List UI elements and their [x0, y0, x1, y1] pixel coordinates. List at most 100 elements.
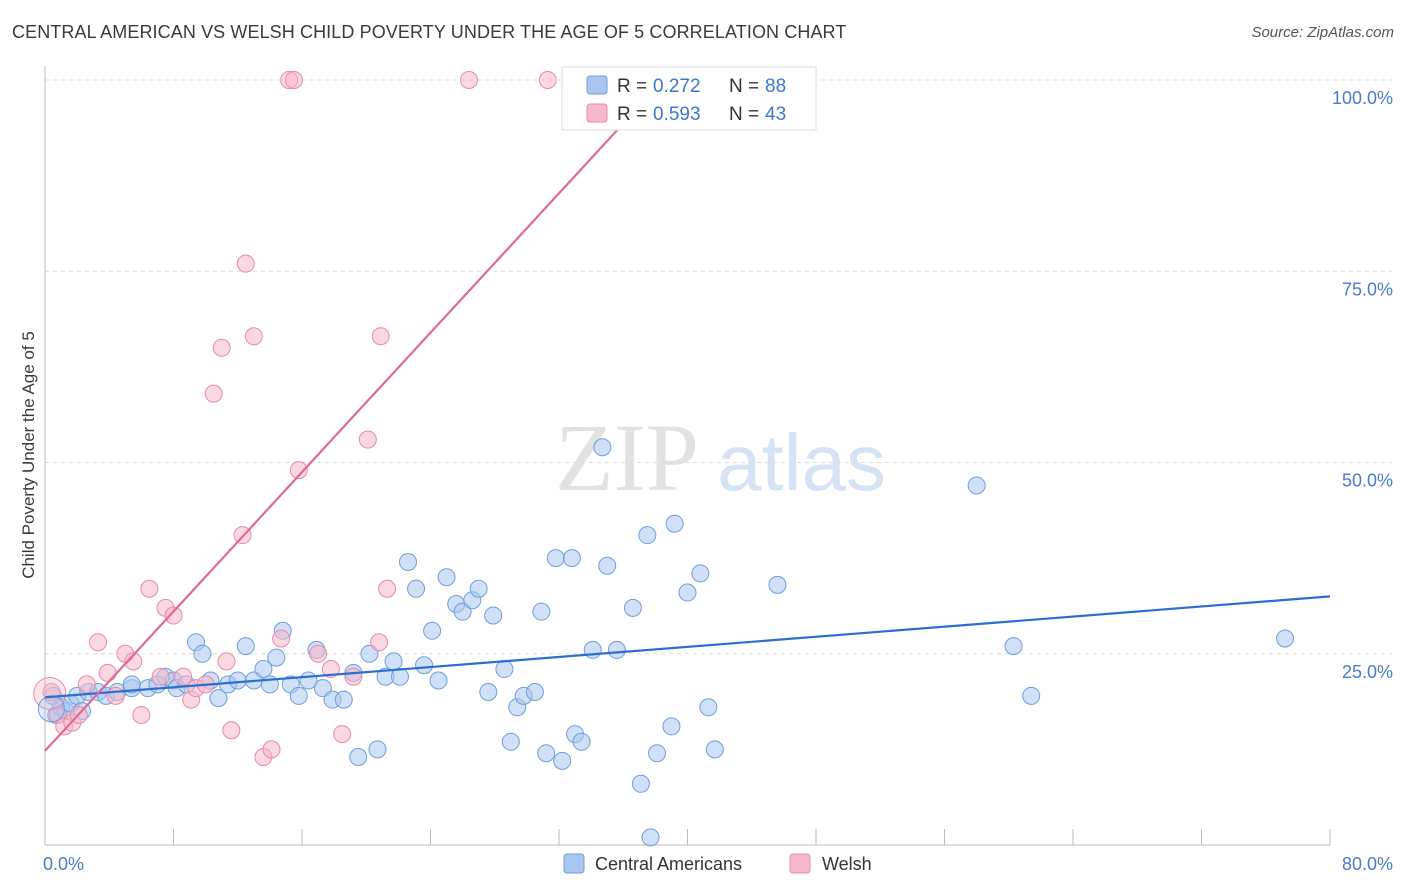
point-welsh [124, 652, 143, 671]
point-central-americans [469, 579, 488, 598]
watermark-atlas: atlas [717, 418, 886, 507]
chart-title: CENTRAL AMERICAN VS WELSH CHILD POVERTY … [12, 22, 847, 42]
point-central-americans [390, 667, 409, 686]
point-central-americans [967, 476, 986, 495]
point-welsh [262, 740, 281, 759]
point-welsh [289, 461, 308, 480]
point-welsh [204, 384, 223, 403]
point-welsh [236, 254, 255, 273]
point-welsh [222, 721, 241, 740]
point-welsh [174, 667, 193, 686]
point-welsh [98, 663, 117, 682]
point-central-americans [647, 744, 666, 763]
point-welsh [151, 667, 170, 686]
bottom-legend-welsh: Welsh [822, 854, 872, 874]
point-welsh [132, 705, 151, 724]
y-axis-label: Child Poverty Under the Age of 5 [19, 331, 38, 579]
legend-n-value-1: 43 [765, 104, 786, 125]
legend-r-label-0: R = [617, 76, 647, 97]
point-central-americans [360, 644, 379, 663]
point-central-americans [313, 679, 332, 698]
point-central-americans [384, 652, 403, 671]
grid-lines [45, 79, 1392, 655]
point-central-americans [437, 568, 456, 587]
point-welsh [212, 338, 231, 357]
point-central-americans [607, 640, 626, 659]
point-central-americans [334, 690, 353, 709]
point-welsh [460, 71, 479, 89]
point-welsh [538, 71, 557, 89]
point-welsh [358, 430, 377, 449]
x-tick-label: 0.0% [43, 854, 84, 874]
point-central-americans [598, 556, 617, 575]
bottom-legend-swatch-welsh [789, 853, 811, 874]
point-welsh [378, 579, 397, 598]
point-welsh [217, 652, 236, 671]
point-central-americans [631, 774, 650, 793]
point-welsh [106, 686, 125, 705]
point-central-americans [453, 602, 472, 621]
point-central-americans [267, 648, 286, 667]
point-central-americans [415, 656, 434, 675]
point-welsh [272, 629, 291, 648]
point-welsh-cluster [33, 677, 67, 711]
point-central-americans [572, 732, 591, 751]
point-welsh [321, 660, 340, 679]
y-tick-label: 25.0% [1342, 662, 1393, 682]
legend-swatch-welsh [586, 103, 608, 123]
point-central-americans [638, 526, 657, 545]
y-tick-label: 100.0% [1332, 88, 1393, 108]
y-tick-label: 75.0% [1342, 279, 1393, 299]
point-central-americans [399, 552, 418, 571]
point-central-americans [1022, 686, 1041, 705]
point-central-americans [699, 698, 718, 717]
point-welsh [309, 644, 328, 663]
point-central-americans [228, 671, 247, 690]
legend-n-value-0: 88 [765, 76, 786, 97]
point-central-americans [254, 660, 273, 679]
point-central-americans [525, 683, 544, 701]
watermark-zip: ZIP [555, 404, 699, 511]
point-welsh [77, 675, 96, 694]
point-central-americans [209, 689, 228, 708]
point-central-americans [553, 751, 572, 770]
point-central-americans [678, 583, 697, 602]
point-central-americans [623, 598, 642, 617]
point-central-americans [484, 606, 503, 625]
point-central-americans [665, 514, 684, 533]
point-central-americans [1004, 637, 1023, 656]
point-central-americans [562, 549, 581, 568]
legend-top: R = 0.272 N = 88 R = 0.593 N = 43 [561, 66, 817, 131]
legend-r-label-1: R = [617, 104, 647, 125]
point-central-americans [532, 602, 551, 621]
point-welsh [140, 579, 159, 598]
point-welsh [284, 71, 303, 89]
point-welsh [344, 667, 363, 686]
x-tick-label: 80.0% [1342, 854, 1393, 874]
point-central-americans [349, 748, 368, 767]
legend-n-label-0: N = [729, 76, 759, 97]
trend-lines [44, 79, 1331, 752]
point-central-americans [546, 549, 565, 568]
point-central-americans [691, 564, 710, 583]
legend-r-value-0: 0.272 [653, 76, 701, 97]
trendline-central-americans [44, 595, 1331, 699]
point-central-americans [495, 660, 514, 679]
point-central-americans [368, 740, 387, 759]
point-central-americans [1276, 629, 1295, 648]
legend-r-value-1: 0.593 [653, 104, 701, 125]
point-central-americans [705, 740, 724, 759]
tick-labels: 25.0% 50.0% 75.0% 100.0% 0.0% 80.0% [43, 88, 1393, 874]
point-central-americans [193, 644, 212, 663]
point-central-americans [537, 744, 556, 763]
point-central-americans [662, 717, 681, 736]
bottom-legend-swatch-central-americans [563, 853, 585, 874]
point-central-americans-cluster [37, 695, 65, 723]
legend-swatch-central-americans [586, 75, 608, 95]
legend-n-label-1: N = [729, 104, 759, 125]
bottom-legend-central-americans: Central Americans [595, 854, 742, 874]
point-central-americans [429, 671, 448, 690]
source-label: Source: ZipAtlas.com [1251, 24, 1394, 41]
point-welsh [164, 606, 183, 625]
